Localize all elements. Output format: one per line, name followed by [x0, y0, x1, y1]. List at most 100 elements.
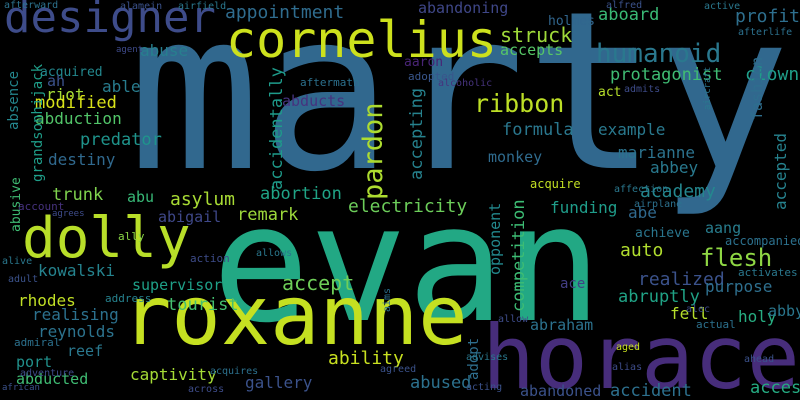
- word: evan: [212, 171, 602, 359]
- word: fashion: [748, 57, 766, 120]
- word: dolly: [22, 206, 191, 271]
- word: action: [190, 252, 230, 265]
- word: acquires: [210, 366, 258, 377]
- word: aims: [382, 288, 393, 312]
- word: auto: [620, 240, 663, 261]
- word: profit: [735, 6, 800, 27]
- word: ribbon: [474, 89, 564, 118]
- word: monkey: [488, 148, 542, 166]
- word: accidentally: [267, 67, 287, 190]
- word: airfield: [178, 1, 226, 12]
- word: abigail: [158, 208, 221, 226]
- word: abbey: [650, 158, 699, 177]
- word: adopt: [466, 338, 482, 380]
- word: ally: [118, 230, 145, 243]
- word: active: [704, 1, 740, 12]
- word: achieve: [635, 226, 690, 241]
- word: grandsonhijack: [30, 63, 46, 182]
- word: roxanne: [122, 269, 468, 364]
- word: admiral: [14, 336, 60, 349]
- word: competition: [509, 199, 529, 312]
- word: marianne: [618, 143, 695, 162]
- word: aang: [705, 219, 741, 237]
- word: abducted: [16, 370, 88, 388]
- word: aged: [616, 342, 640, 353]
- word: aftermath: [300, 76, 360, 89]
- word: adventure: [20, 368, 74, 379]
- word: access: [750, 378, 800, 398]
- word: airplane: [634, 199, 682, 210]
- word: abby: [768, 302, 800, 320]
- word: marty: [128, 0, 790, 220]
- word: alec: [686, 304, 710, 315]
- word: formula: [502, 120, 574, 140]
- word: across: [188, 384, 224, 395]
- word: abducts: [282, 92, 345, 110]
- word: actual: [696, 318, 736, 331]
- word: acquire: [530, 177, 581, 191]
- word: pardon: [358, 102, 389, 200]
- word: struck: [500, 23, 572, 47]
- word: riot: [46, 85, 85, 104]
- word: aboard: [598, 5, 659, 25]
- word: example: [598, 120, 665, 139]
- word: activates: [738, 266, 798, 279]
- word: abuse: [140, 41, 188, 60]
- word: clown: [745, 64, 799, 85]
- word: agreed: [380, 364, 416, 375]
- word: funding: [550, 198, 617, 217]
- word: alive: [2, 256, 32, 267]
- word: african: [2, 383, 40, 393]
- word: afterlife: [738, 27, 792, 38]
- word: appointment: [225, 2, 344, 23]
- word: realized: [638, 269, 725, 290]
- word: alfred: [606, 0, 642, 11]
- word: accepted: [771, 133, 790, 210]
- word: opponent: [486, 203, 504, 275]
- word: accept: [282, 271, 354, 295]
- word: abandoning: [418, 0, 508, 17]
- word: electricity: [348, 196, 467, 217]
- word: accepting: [407, 88, 427, 180]
- word: abu: [127, 188, 154, 206]
- word: destiny: [48, 150, 116, 169]
- word: agrees: [52, 209, 85, 219]
- word: abduction: [35, 109, 122, 128]
- word: reynolds: [38, 322, 115, 341]
- word: asylum: [170, 189, 235, 210]
- word: abusive: [9, 177, 24, 232]
- word: abandoned: [520, 382, 601, 400]
- word: account: [18, 200, 64, 213]
- word: aaron: [404, 55, 443, 70]
- word: protagonist: [610, 65, 723, 85]
- word: advises: [466, 352, 508, 363]
- word: purpose: [705, 277, 772, 296]
- word: remark: [237, 205, 298, 225]
- word: abraham: [530, 316, 593, 334]
- word: absence: [6, 71, 22, 130]
- word: humanoid: [596, 39, 721, 69]
- word: horace: [482, 306, 800, 400]
- word: able: [102, 77, 141, 96]
- word: port: [16, 353, 52, 371]
- word: abe: [628, 203, 657, 222]
- word: holy: [738, 307, 777, 326]
- word: accompanied: [725, 234, 800, 248]
- word: alias: [612, 362, 642, 373]
- word: allow: [498, 314, 529, 325]
- word: ah: [47, 72, 65, 90]
- word: adult: [8, 274, 38, 285]
- word: alcoholic: [438, 78, 492, 89]
- word: trunk: [52, 185, 103, 205]
- word: abortion: [260, 184, 342, 204]
- word: flesh: [700, 244, 772, 272]
- word: ace: [560, 276, 585, 292]
- word: address: [105, 292, 151, 305]
- word: agent: [116, 45, 143, 55]
- word: kowalski: [38, 261, 115, 280]
- word: abused: [410, 373, 471, 393]
- word: cornelius: [226, 11, 497, 69]
- word: allows: [256, 248, 292, 259]
- word: designer: [4, 0, 216, 43]
